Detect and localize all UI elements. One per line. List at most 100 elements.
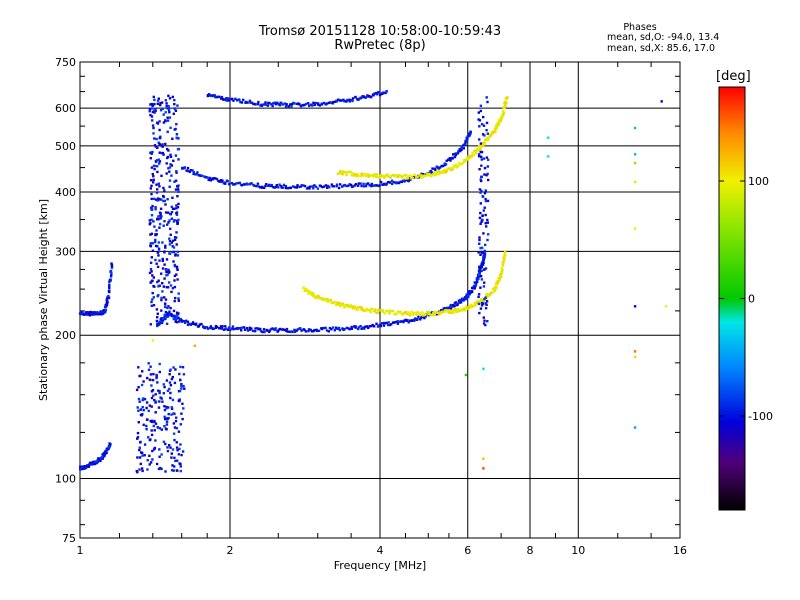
echo-point bbox=[156, 426, 160, 429]
echo-point bbox=[483, 134, 486, 137]
echo-point bbox=[385, 90, 388, 93]
echo-point bbox=[377, 308, 380, 312]
echo-point bbox=[149, 157, 152, 160]
echo-point bbox=[283, 328, 287, 332]
echo-point bbox=[160, 101, 164, 104]
echo-point bbox=[268, 101, 271, 105]
echo-point bbox=[98, 312, 101, 316]
echo-point bbox=[474, 151, 478, 155]
echo-point bbox=[313, 184, 316, 187]
echo-point bbox=[486, 136, 489, 140]
echo-point bbox=[79, 310, 82, 314]
echo-point bbox=[164, 246, 167, 249]
echo-point bbox=[151, 291, 154, 295]
echo-point bbox=[108, 278, 112, 282]
echo-point bbox=[334, 326, 338, 329]
echo-point bbox=[150, 304, 153, 307]
echo-point bbox=[192, 172, 195, 176]
echo-point bbox=[352, 307, 355, 310]
echo-point bbox=[238, 181, 241, 185]
echo-point bbox=[221, 179, 224, 182]
echo-point bbox=[103, 455, 106, 458]
echo-point bbox=[141, 454, 144, 457]
echo-point bbox=[332, 301, 335, 304]
echo-point bbox=[157, 285, 160, 288]
echo-point bbox=[303, 103, 306, 107]
echo-point bbox=[343, 327, 346, 331]
echo-point bbox=[152, 197, 156, 200]
echo-point bbox=[341, 302, 345, 305]
echo-point bbox=[407, 311, 410, 314]
echo-point bbox=[165, 258, 169, 261]
echo-point bbox=[163, 302, 167, 305]
echo-point bbox=[388, 312, 391, 315]
echo-point bbox=[108, 285, 111, 288]
echo-point bbox=[269, 328, 273, 331]
echo-point bbox=[404, 178, 408, 182]
echo-point bbox=[150, 300, 153, 304]
echo-point bbox=[290, 105, 293, 108]
echo-point bbox=[226, 97, 229, 100]
echo-point bbox=[362, 95, 366, 98]
echo-point bbox=[242, 98, 245, 102]
echo-point bbox=[478, 242, 481, 245]
echo-point bbox=[457, 150, 460, 153]
echo-point bbox=[163, 189, 166, 192]
echo-point bbox=[407, 179, 410, 183]
echo-point bbox=[157, 97, 160, 100]
echo-point bbox=[173, 465, 176, 468]
echo-point bbox=[232, 328, 235, 331]
echo-point bbox=[307, 329, 310, 333]
echo-point bbox=[408, 314, 411, 317]
echo-point bbox=[169, 155, 173, 158]
x-tick-label: 2 bbox=[227, 544, 234, 557]
echo-point bbox=[175, 231, 178, 234]
echo-point bbox=[322, 326, 325, 330]
echo-point bbox=[188, 170, 191, 173]
echo-point bbox=[406, 175, 409, 178]
echo-point bbox=[138, 448, 141, 452]
echo-point bbox=[149, 179, 153, 182]
echo-point bbox=[175, 273, 178, 276]
echo-point bbox=[167, 305, 170, 308]
echo-point bbox=[322, 185, 326, 188]
echo-point bbox=[149, 420, 152, 423]
echo-point bbox=[277, 186, 280, 189]
echo-point bbox=[158, 222, 162, 226]
echo-point bbox=[169, 227, 172, 230]
echo-point bbox=[168, 237, 171, 240]
echo-point bbox=[483, 192, 487, 195]
echo-point bbox=[474, 285, 477, 288]
echo-point bbox=[382, 321, 385, 325]
echo-point bbox=[459, 298, 462, 302]
echo-point bbox=[329, 101, 333, 104]
echo-point bbox=[349, 171, 352, 174]
echo-point bbox=[196, 171, 199, 174]
echo-point bbox=[435, 172, 439, 175]
echo-point bbox=[455, 166, 458, 169]
colorbar-unit-label: [deg] bbox=[716, 69, 751, 84]
echo-point bbox=[462, 307, 465, 310]
echo-point bbox=[173, 279, 176, 282]
echo-point bbox=[360, 184, 363, 188]
echo-point bbox=[417, 315, 420, 318]
echo-point bbox=[332, 185, 335, 188]
echo-point bbox=[480, 175, 483, 179]
echo-point bbox=[228, 183, 231, 186]
echo-point bbox=[152, 424, 155, 428]
echo-point bbox=[169, 396, 172, 400]
echo-point bbox=[149, 438, 152, 441]
echo-point bbox=[147, 368, 151, 371]
echo-point bbox=[386, 174, 389, 178]
echo-point bbox=[180, 383, 183, 386]
echo-point bbox=[392, 180, 395, 184]
echo-point bbox=[180, 319, 183, 322]
echo-point bbox=[177, 453, 181, 456]
echo-point bbox=[154, 198, 158, 201]
echo-point bbox=[467, 295, 470, 299]
echo-point bbox=[105, 305, 108, 308]
echo-point bbox=[273, 186, 276, 189]
echo-point bbox=[338, 99, 342, 102]
echo-point bbox=[92, 313, 96, 316]
echo-point bbox=[175, 311, 179, 314]
